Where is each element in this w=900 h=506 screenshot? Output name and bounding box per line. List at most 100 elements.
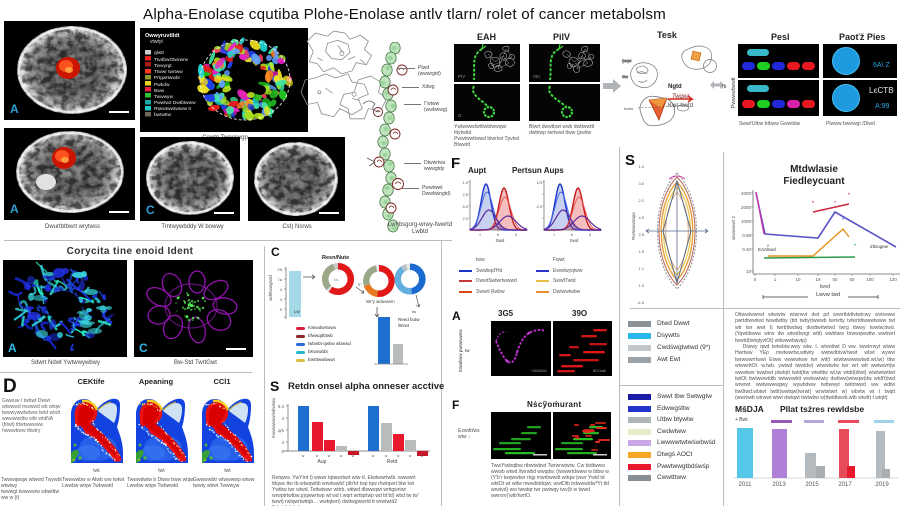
svg-text:0.4: 0.4 — [278, 404, 285, 409]
svg-text:q/s: q/s — [278, 428, 285, 433]
svg-text:w: w — [385, 454, 388, 458]
svg-text:wdtttwwgtvtd: wdtttwwgtvtd — [268, 275, 273, 301]
svg-text:t: t — [553, 232, 555, 237]
svg-text:A: A — [8, 341, 17, 355]
svg-text:*: * — [848, 193, 851, 199]
svg-text:tw: tw — [412, 309, 416, 314]
svg-text:G: G — [458, 113, 462, 118]
svg-text:Rwtwwwtwqw: Rwtwwwtwqw — [631, 211, 636, 240]
svg-text:EArtlswd: EArtlswd — [758, 247, 776, 252]
svg-text:w: w — [421, 454, 424, 458]
svg-text:NCCtwW: NCCtwW — [593, 370, 607, 374]
svg-text:C: C — [139, 341, 148, 355]
svg-text:25: 25 — [278, 267, 283, 272]
svg-text:1/3: 1/3 — [536, 180, 542, 185]
svg-text:4: 4 — [280, 287, 283, 292]
svg-text:19: 19 — [815, 277, 821, 282]
svg-text:0.40: 0.40 — [742, 247, 751, 252]
svg-text:*: * — [834, 201, 837, 207]
svg-text:2.0: 2.0 — [462, 216, 468, 221]
svg-text:4: 4 — [280, 297, 283, 302]
svg-text:Rtwwtwwtwtww tr: Rtwwtwwtwtww tr — [154, 106, 192, 112]
svg-text:Resn/Nute: Resn/Nute — [322, 255, 349, 261]
svg-text:3: 3 — [589, 232, 592, 237]
svg-text:w: w — [302, 454, 305, 458]
svg-text:C: C — [146, 203, 155, 217]
svg-text:bwtw: bwtw — [624, 106, 633, 111]
svg-text:1.0: 1.0 — [462, 180, 468, 185]
svg-text:1000: 1000 — [741, 219, 752, 224]
svg-text:wbCtwtd: wbCtwtd — [533, 369, 546, 373]
svg-text:3: 3 — [515, 232, 518, 237]
svg-text:w: w — [340, 454, 343, 458]
svg-text:PIV: PIV — [458, 74, 465, 79]
svg-text:VIII: VIII — [533, 74, 540, 79]
svg-text:1.0: 1.0 — [638, 164, 644, 169]
svg-text:Owwyruvtlldt: Owwyruvtlldt — [145, 33, 180, 39]
svg-text:120: 120 — [889, 277, 897, 282]
svg-text:wtwwwwrt 2: wtwwwwrt 2 — [731, 216, 736, 240]
svg-text:2019: 2019 — [875, 482, 889, 488]
svg-text:1.0: 1.0 — [638, 283, 644, 288]
svg-text:*: * — [812, 201, 815, 207]
svg-text:w: w — [316, 454, 319, 458]
svg-text:4: 4 — [281, 440, 284, 445]
svg-text:2015: 2015 — [805, 482, 819, 488]
svg-text:b: b — [571, 232, 574, 237]
svg-text:2000: 2000 — [741, 205, 752, 210]
svg-text:v:: v: — [358, 282, 362, 288]
svg-text:A: A — [10, 202, 19, 216]
svg-text:6A\ Z: 6A\ Z — [873, 62, 890, 69]
svg-text:Prtgwttwwbr: Prtgwttwwbr — [154, 75, 181, 81]
svg-text:*: * — [767, 245, 770, 251]
svg-text:1.5: 1.5 — [638, 249, 644, 254]
svg-text:Twwwyw: Twwwyw — [154, 94, 173, 100]
svg-text:4: 4 — [281, 416, 284, 421]
svg-text:t: t — [479, 232, 481, 237]
svg-text:100: 100 — [866, 277, 874, 282]
svg-text:vtwtyt: vtwtyt — [150, 39, 163, 45]
svg-text:0: 0 — [281, 449, 284, 454]
svg-text:-4.5: -4.5 — [637, 300, 645, 305]
svg-text:w: w — [409, 454, 412, 458]
svg-text:2017: 2017 — [838, 482, 852, 488]
svg-text:10: 10 — [746, 269, 752, 274]
svg-text:Pwwtw2 Dwtbtwww: Pwwtw2 Dwtbtwww — [154, 100, 196, 106]
svg-text:2.0: 2.0 — [536, 204, 542, 209]
svg-text:tw..: tw.. — [334, 277, 340, 282]
svg-text:Pwbdw: Pwbdw — [154, 82, 170, 88]
svg-text:*: * — [854, 244, 857, 250]
svg-text:Lw: Lw — [294, 309, 301, 314]
svg-text:Retd: Retd — [387, 459, 398, 465]
svg-text:Lwvw twd: Lwvw twd — [816, 292, 840, 298]
svg-text:Zltsogew: Zltsogew — [870, 244, 889, 249]
svg-text:4000: 4000 — [741, 191, 752, 196]
svg-text:50: 50 — [832, 277, 838, 282]
svg-text:Aup: Aup — [318, 459, 327, 465]
svg-text:0.88: 0.88 — [742, 233, 751, 238]
svg-text:bwtwttw: bwtwttw — [154, 112, 172, 118]
svg-text:A:99: A:99 — [875, 103, 890, 110]
svg-text:LєCTB: LєCTB — [869, 86, 894, 95]
svg-text:Gw: Gw — [622, 74, 628, 79]
svg-text:w: w — [372, 454, 375, 458]
svg-text:7a: 7a — [278, 277, 283, 282]
svg-text:*: * — [842, 218, 845, 224]
svg-text:b: b — [497, 232, 500, 237]
svg-text:w: w — [352, 454, 355, 458]
svg-text:Bww: Bww — [154, 88, 165, 94]
svg-text:qlwtt: qlwtt — [154, 50, 165, 56]
svg-text:1.1: 1.1 — [638, 266, 644, 271]
svg-text:3.0: 3.0 — [638, 181, 644, 186]
svg-text:w: w — [397, 454, 400, 458]
svg-text:2.5: 2.5 — [462, 192, 468, 197]
svg-text:Twwyrgt: Twwyrgt — [154, 63, 172, 69]
svg-text:2011: 2011 — [739, 482, 753, 488]
svg-text:2.5: 2.5 — [638, 232, 644, 237]
svg-text:5.0: 5.0 — [462, 204, 468, 209]
svg-text:Kwwwwww/wbwtww: Kwwwwww/wbwtww — [271, 398, 276, 438]
svg-text:2013: 2013 — [772, 482, 786, 488]
svg-text:50: 50 — [849, 277, 855, 282]
svg-text:Wr'y wduwwrn: Wr'y wduwwrn — [366, 299, 395, 304]
svg-text:lwvd: lwvd — [820, 284, 830, 290]
